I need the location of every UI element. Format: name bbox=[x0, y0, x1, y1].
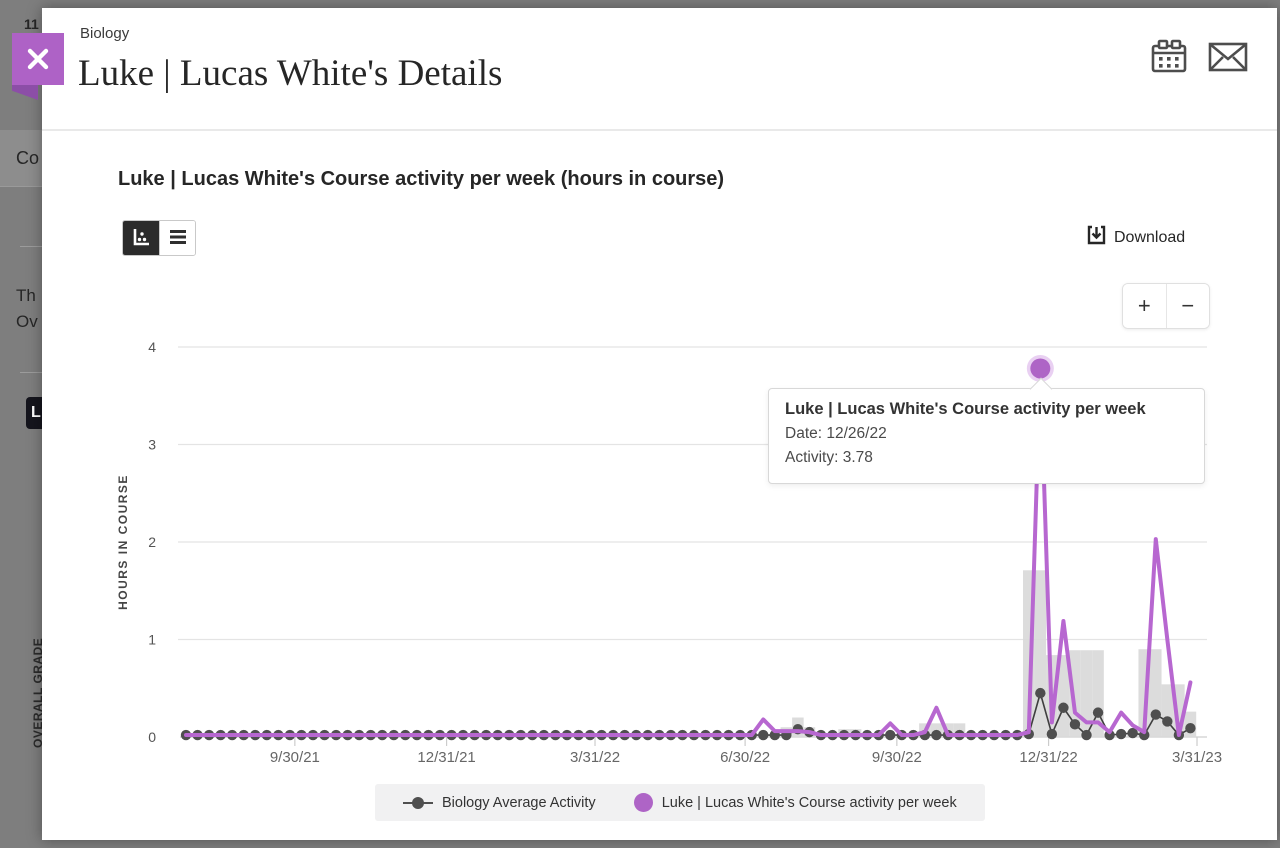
chart-tooltip: Luke | Lucas White's Course activity per… bbox=[768, 377, 1205, 485]
download-icon bbox=[1086, 224, 1107, 251]
calendar-button[interactable] bbox=[1150, 38, 1188, 77]
email-icon bbox=[1208, 42, 1248, 75]
chart-view-icon bbox=[130, 226, 152, 251]
background-text-fragment-1: Th bbox=[16, 286, 36, 305]
svg-text:12/31/22: 12/31/22 bbox=[1019, 749, 1077, 766]
chart-view-button[interactable] bbox=[123, 221, 159, 255]
tooltip-date: Date: 12/26/22 bbox=[785, 425, 887, 442]
background-divider bbox=[20, 372, 42, 373]
svg-text:3/31/23: 3/31/23 bbox=[1172, 749, 1222, 766]
activity-chart-canvas[interactable]: 0 1 2 3 4 HOURS IN COURSE 9/30/21 12/31/21 3/31/… bbox=[110, 330, 1222, 780]
legend-item-luke-activity[interactable]: Luke | Lucas White's Course activity per… bbox=[633, 793, 957, 812]
svg-text:3: 3 bbox=[148, 437, 156, 453]
calendar-icon bbox=[1150, 39, 1188, 77]
course-name-label: Biology bbox=[80, 25, 130, 42]
svg-text:9/30/21: 9/30/21 bbox=[270, 749, 320, 766]
student-details-modal: Biology Luke | Lucas White's Details bbox=[42, 8, 1277, 840]
table-view-button[interactable] bbox=[159, 221, 195, 255]
svg-text:HOURS IN COURSE: HOURS IN COURSE bbox=[116, 474, 130, 610]
page-title: Luke | Lucas White's Details bbox=[78, 53, 503, 94]
activity-chart[interactable]: 0 1 2 3 4 HOURS IN COURSE 9/30/21 12/31/21 3/31/… bbox=[110, 330, 1222, 780]
svg-text:0: 0 bbox=[148, 729, 156, 745]
svg-text:4: 4 bbox=[148, 339, 156, 355]
table-view-icon bbox=[168, 227, 188, 250]
chart-legend: Biology Average Activity Luke | Lucas Wh… bbox=[375, 784, 985, 821]
legend-item-biology-average[interactable]: Biology Average Activity bbox=[403, 795, 596, 811]
svg-text:9/30/22: 9/30/22 bbox=[872, 749, 922, 766]
header-divider bbox=[42, 129, 1277, 131]
svg-text:3/31/22: 3/31/22 bbox=[570, 749, 620, 766]
background-number-fragment: 11 bbox=[24, 16, 39, 32]
chart-zoom-controls: + − bbox=[1122, 283, 1210, 329]
svg-text:2: 2 bbox=[148, 534, 156, 550]
zoom-out-button[interactable]: − bbox=[1166, 284, 1209, 328]
download-button[interactable]: Download bbox=[1086, 224, 1185, 251]
svg-text:12/31/21: 12/31/21 bbox=[417, 749, 475, 766]
svg-text:1: 1 bbox=[148, 632, 156, 648]
background-divider bbox=[20, 246, 42, 247]
close-ribbon-fold bbox=[12, 85, 38, 100]
svg-text:6/30/22: 6/30/22 bbox=[720, 749, 770, 766]
luke-series-marker-icon bbox=[633, 793, 653, 812]
chart-section-title: Luke | Lucas White's Course activity per… bbox=[118, 168, 725, 190]
close-button[interactable] bbox=[12, 33, 64, 85]
tooltip-activity: Activity: 3.78 bbox=[785, 449, 873, 467]
average-series-marker-icon bbox=[403, 796, 433, 809]
background-course-menu-fragment: Co bbox=[16, 148, 40, 168]
view-toggle bbox=[122, 220, 196, 256]
email-button[interactable] bbox=[1208, 42, 1248, 75]
tooltip-title: Luke | Lucas White's Course activity per… bbox=[785, 400, 1146, 418]
background-header-band bbox=[0, 130, 42, 187]
zoom-in-button[interactable]: + bbox=[1123, 284, 1167, 328]
close-icon bbox=[25, 46, 51, 72]
legend-luke-label: Luke | Lucas White's Course activity per… bbox=[661, 794, 957, 811]
download-label: Download bbox=[1114, 228, 1186, 246]
legend-average-label: Biology Average Activity bbox=[442, 794, 596, 811]
background-text-fragment-2: Ov bbox=[16, 312, 38, 331]
